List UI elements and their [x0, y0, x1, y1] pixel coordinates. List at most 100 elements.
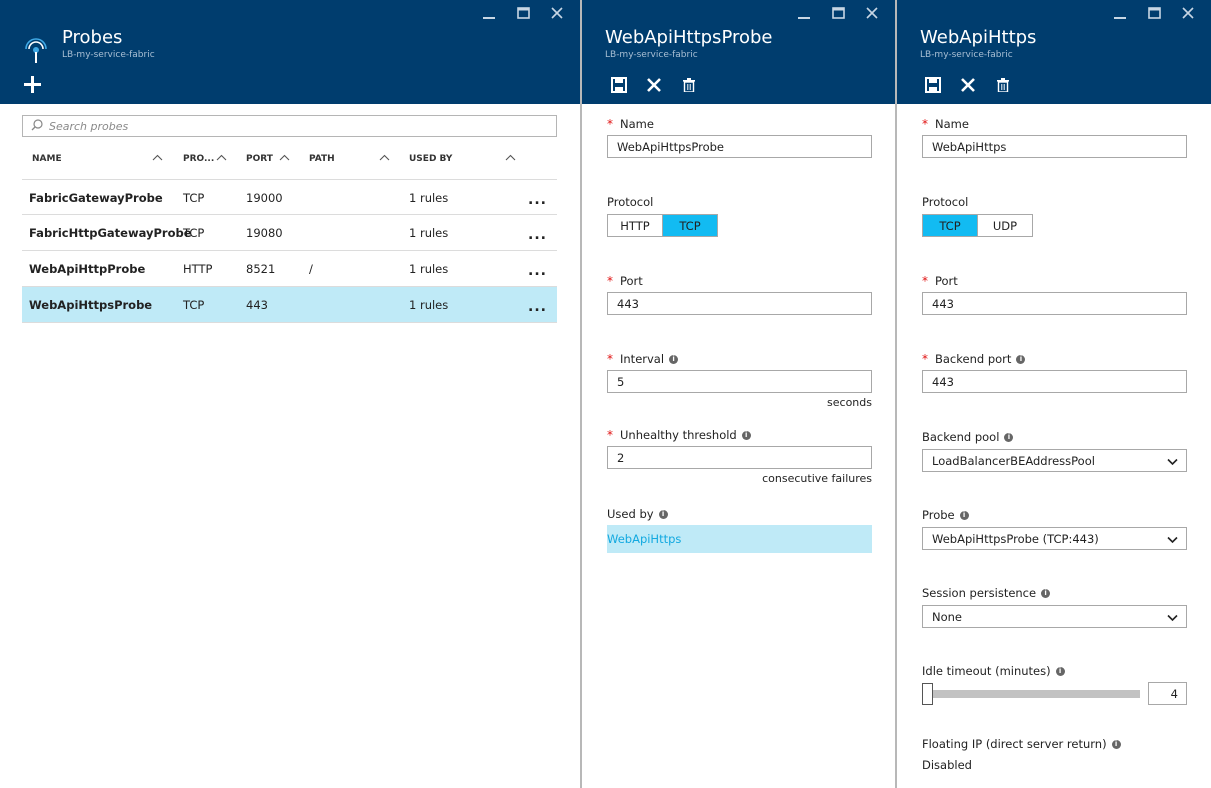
probe-blade-header: WebApiHttpsProbe LB-my-service-fabric: [582, 0, 895, 104]
info-icon[interactable]: i: [658, 509, 668, 519]
minimize-icon[interactable]: [1103, 4, 1137, 22]
threshold-input[interactable]: 2: [607, 446, 872, 469]
protocol-option-udp[interactable]: UDP: [992, 218, 1018, 233]
info-icon[interactable]: i: [1016, 354, 1026, 364]
search-input[interactable]: [49, 119, 529, 133]
search-box[interactable]: [22, 115, 557, 137]
idle-timeout-slider-thumb[interactable]: [922, 683, 933, 705]
blade-subtitle: LB-my-service-fabric: [605, 50, 698, 60]
name-label: * Name: [922, 117, 969, 131]
rule-blade-header: WebApiHttps LB-my-service-fabric: [897, 0, 1211, 104]
chevron-down-icon: [1167, 533, 1178, 547]
cell-used-by: 1 rules: [409, 191, 449, 205]
probes-blade-header: Probes LB-my-service-fabric: [0, 0, 580, 104]
port-input[interactable]: 443: [922, 292, 1187, 315]
used-by-link[interactable]: WebApiHttps: [607, 525, 872, 553]
protocol-label: Protocol: [922, 195, 969, 209]
protocol-toggle[interactable]: TCP UDP: [922, 214, 1033, 237]
close-icon[interactable]: [855, 4, 889, 22]
protocol-toggle[interactable]: HTTP TCP: [607, 214, 718, 237]
minimize-icon[interactable]: [787, 4, 821, 22]
more-icon[interactable]: ...: [528, 299, 547, 315]
idle-timeout-label: Idle timeout (minutes) i: [922, 664, 1065, 678]
more-icon[interactable]: ...: [528, 227, 547, 243]
threshold-unit: consecutive failures: [762, 472, 872, 485]
protocol-option-http[interactable]: HTTP: [608, 215, 663, 236]
sort-icon[interactable]: [216, 150, 227, 164]
port-label: * Port: [607, 274, 643, 288]
table-row[interactable]: WebApiHttpProbe HTTP 8521 / 1 rules ...: [22, 251, 557, 287]
blade-subtitle: LB-my-service-fabric: [920, 50, 1013, 60]
interval-input[interactable]: 5: [607, 370, 872, 393]
info-icon[interactable]: i: [669, 354, 679, 364]
more-icon[interactable]: ...: [528, 192, 547, 208]
port-input[interactable]: 443: [607, 292, 872, 315]
discard-icon[interactable]: [636, 74, 671, 96]
probe-value: WebApiHttpsProbe (TCP:443): [932, 531, 1099, 546]
maximize-icon[interactable]: [1137, 4, 1171, 22]
column-header-protocol[interactable]: PRO...: [183, 154, 215, 164]
probe-select[interactable]: WebApiHttpsProbe (TCP:443): [922, 527, 1187, 550]
session-persistence-select[interactable]: None: [922, 605, 1187, 628]
window-controls: [472, 4, 574, 22]
sort-icon[interactable]: [152, 150, 163, 164]
name-label: * Name: [607, 117, 654, 131]
info-icon[interactable]: i: [1041, 588, 1051, 598]
column-header-path[interactable]: PATH: [309, 154, 335, 164]
window-controls: [1103, 4, 1205, 22]
discard-icon[interactable]: [950, 74, 985, 96]
protocol-option-tcp[interactable]: TCP: [663, 215, 717, 236]
sort-icon[interactable]: [379, 150, 390, 164]
cell-protocol: TCP: [183, 298, 205, 312]
cell-protocol: HTTP: [183, 262, 213, 276]
session-persistence-value: None: [932, 609, 963, 624]
minimize-icon[interactable]: [472, 4, 506, 22]
search-icon: [31, 118, 43, 134]
info-icon[interactable]: i: [1055, 666, 1065, 676]
cell-name: WebApiHttpProbe: [29, 262, 146, 276]
column-header-used-by[interactable]: USED BY: [409, 154, 453, 164]
backend-pool-select[interactable]: LoadBalancerBEAddressPool: [922, 449, 1187, 472]
save-icon[interactable]: [601, 74, 636, 96]
protocol-label: Protocol: [607, 195, 654, 209]
name-input[interactable]: WebApiHttpsProbe: [607, 135, 872, 158]
info-icon[interactable]: i: [959, 510, 969, 520]
cell-name: WebApiHttpsProbe: [29, 298, 153, 312]
idle-timeout-slider-track[interactable]: [922, 690, 1140, 698]
cell-used-by: 1 rules: [409, 226, 449, 240]
probes-blade: Probes LB-my-service-fabric NAME PRO... …: [0, 0, 580, 788]
table-row-selected[interactable]: WebApiHttpsProbe TCP 443 1 rules ...: [22, 287, 557, 323]
delete-icon[interactable]: [671, 74, 706, 96]
maximize-icon[interactable]: [506, 4, 540, 22]
cell-port: 19000: [246, 191, 283, 205]
info-icon[interactable]: i: [741, 430, 751, 440]
info-icon[interactable]: i: [1111, 739, 1121, 749]
backend-port-input[interactable]: 443: [922, 370, 1187, 393]
idle-timeout-input[interactable]: 4: [1148, 682, 1187, 705]
close-icon[interactable]: [1171, 4, 1205, 22]
maximize-icon[interactable]: [821, 4, 855, 22]
sort-icon[interactable]: [505, 150, 516, 164]
column-header-name[interactable]: NAME: [32, 154, 62, 164]
session-persistence-label: Session persistence i: [922, 586, 1051, 600]
interval-label: * Interval i: [607, 352, 679, 366]
chevron-down-icon: [1167, 611, 1178, 625]
save-icon[interactable]: [915, 74, 950, 96]
table-row[interactable]: FabricHttpGatewayProbe TCP 19080 1 rules…: [22, 215, 557, 251]
rule-detail-blade: WebApiHttps LB-my-service-fabric * Name W…: [897, 0, 1211, 788]
add-icon[interactable]: [24, 76, 41, 96]
table-row[interactable]: FabricGatewayProbe TCP 19000 1 rules ...: [22, 179, 557, 215]
floating-ip-value[interactable]: Disabled: [922, 758, 972, 772]
info-icon[interactable]: i: [1004, 432, 1014, 442]
close-icon[interactable]: [540, 4, 574, 22]
name-input[interactable]: WebApiHttps: [922, 135, 1187, 158]
cell-protocol: TCP: [183, 226, 205, 240]
page-title: Probes: [62, 27, 123, 48]
column-header-port[interactable]: PORT: [246, 154, 273, 164]
more-icon[interactable]: ...: [528, 263, 547, 279]
blade-divider: [895, 0, 897, 788]
protocol-option-tcp[interactable]: TCP: [923, 215, 978, 236]
sort-icon[interactable]: [279, 150, 290, 164]
delete-icon[interactable]: [985, 74, 1020, 96]
cell-used-by: 1 rules: [409, 262, 449, 276]
